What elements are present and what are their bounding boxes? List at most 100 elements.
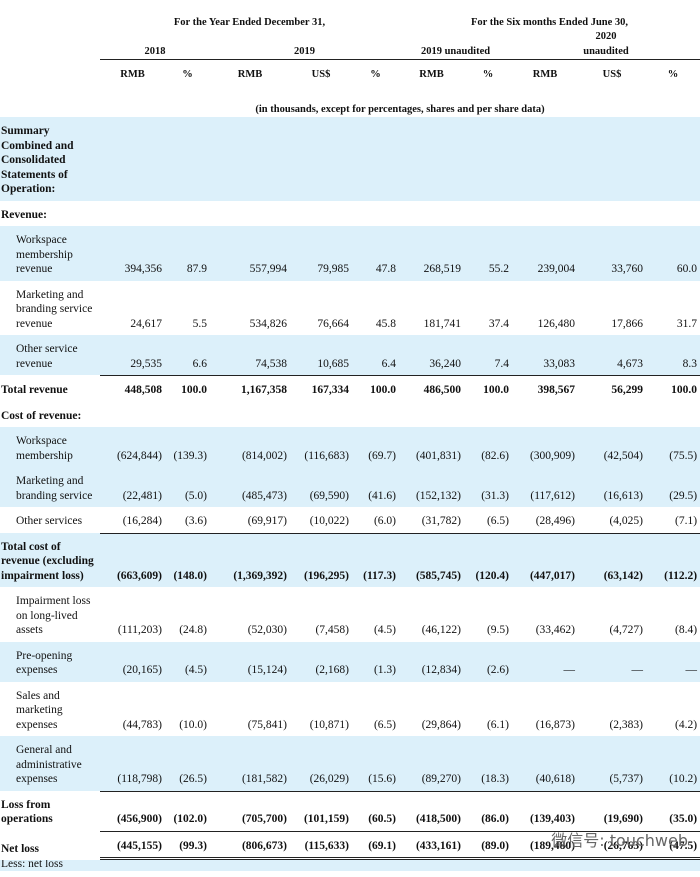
cell-value: (40,618) [512, 736, 579, 791]
cell-value: 76,664 [317, 317, 349, 330]
table-row: Workspace membership (624,844) (139.3) (814… [0, 427, 700, 467]
empty-cell [100, 860, 700, 871]
cell-value: (47.5) [646, 830, 700, 860]
cell-value: (52,030) [247, 624, 287, 636]
empty-cell [100, 201, 700, 227]
row-label: Net loss [1, 842, 40, 855]
cell-value: 79,985 [290, 226, 352, 281]
cell-value: (4.5) [373, 624, 397, 636]
cell-value: (86.0) [464, 790, 513, 831]
row-label: Impairment loss on long-lived assets [16, 595, 91, 636]
period-header: For the Six months Ended June 30, [471, 16, 629, 28]
row-label: Marketing and branding service [0, 467, 100, 507]
cell-value: (101,159) [290, 790, 352, 831]
cell-value: 398,567 [512, 375, 579, 402]
cell-value: (82.6) [464, 427, 513, 467]
unit-header: RMB [237, 68, 263, 80]
table-row: Sales and marketing expenses (44,783) (10.… [0, 682, 700, 737]
cell-value: 126,480 [537, 317, 576, 330]
cell-value: 45.8 [375, 317, 397, 330]
cell-value: (116,683) [290, 427, 352, 467]
cell-value: (18.3) [464, 736, 513, 791]
cell-value: 37.4 [488, 317, 510, 330]
table-row: Impairment loss on long-lived assets (111… [0, 587, 700, 642]
year-header: 2020 unaudited [512, 30, 700, 60]
cell-value: (2,383) [609, 718, 644, 731]
table-row: Marketing and branding service revenue 24… [0, 281, 700, 336]
cell-value: (35.0) [646, 790, 700, 831]
cell-value: 394,356 [100, 226, 165, 281]
cell-value: (42,504) [578, 427, 647, 467]
cell-value: (485,473) [210, 467, 290, 507]
cell-value: 100.0 [352, 375, 400, 402]
cell-value: (139,403) [512, 790, 579, 831]
cell-value: (31.3) [464, 467, 513, 507]
cell-value: (705,700) [210, 790, 290, 831]
row-label: Summary Combined and Consolidated Statem… [0, 117, 100, 201]
row-label: Workspace membership [0, 427, 100, 467]
table-row: Pre-opening expenses (20,165) (4.5) (15,124… [0, 641, 700, 682]
cell-value: (16,613) [578, 467, 647, 507]
cell-value: (16,873) [535, 718, 576, 731]
cell-value: (75,841) [247, 718, 287, 731]
cell-value: 36,240 [399, 335, 465, 375]
cell-value: 87.9 [165, 226, 210, 281]
cell-value: (5,737) [578, 736, 647, 791]
table-row: Other service revenue 29,535 6.6 74,538 10,6… [0, 335, 700, 375]
cell-value: (118,798) [100, 736, 165, 791]
cell-value: 4,673 [578, 335, 647, 375]
period-header: For the Year Ended December 31, [173, 16, 326, 28]
row-label: Workspace membership revenue [0, 226, 100, 281]
table-row: Other services (16,284) (3.6) (69,917) (10,0… [0, 507, 700, 533]
units-note: (in thousands, except for percentages, s… [255, 103, 545, 115]
cell-value: — [646, 641, 700, 682]
unit-header: RMB [120, 68, 145, 80]
row-label: Sales and marketing expenses [16, 689, 63, 731]
row-label: Total cost of revenue (excluding impairm… [0, 532, 100, 587]
cell-value: (152,132) [399, 467, 465, 507]
cell-value: 448,508 [100, 375, 165, 402]
cell-value: 6.4 [352, 335, 400, 375]
cell-value: 7.4 [464, 335, 513, 375]
table-row: Less: net loss [0, 860, 700, 871]
cell-value: (10.2) [646, 736, 700, 791]
cell-value: 5.5 [192, 317, 207, 330]
table-row: Cost of revenue: [0, 402, 700, 428]
row-label: Revenue: [1, 208, 47, 221]
cell-value: (8.4) [674, 624, 698, 636]
cell-value: (20,165) [100, 641, 165, 682]
cell-value: (10.0) [179, 718, 207, 731]
cell-value: (300,909) [512, 427, 579, 467]
cell-value: 29,535 [100, 335, 165, 375]
cell-value: 60.0 [646, 226, 700, 281]
cell-value: (6.5) [373, 718, 397, 731]
cell-value: 100.0 [464, 375, 513, 402]
cell-value: (1.3) [352, 641, 400, 682]
unit-header: US$ [602, 68, 622, 80]
unit-header: RMB [419, 68, 444, 80]
cell-value: (418,500) [399, 790, 465, 831]
cell-value: 181,741 [423, 317, 462, 330]
cell-value: (4,025) [609, 515, 644, 527]
cell-value: (33,462) [535, 624, 576, 636]
cell-value: (5.0) [165, 467, 210, 507]
cell-value: (111,203) [117, 624, 162, 636]
cell-value: (28,496) [535, 515, 576, 527]
cell-value: (10,871) [309, 718, 349, 731]
cell-value: (445,155) [100, 830, 165, 860]
table-row: Total revenue 448,508 100.0 1,167,358 167,33… [0, 375, 700, 402]
cell-value: 24,617 [130, 317, 162, 330]
row-label: Other service revenue [0, 335, 100, 375]
unit-header: RMB [532, 68, 558, 80]
cell-value: (12,834) [399, 641, 465, 682]
cell-value: 31.7 [676, 317, 698, 330]
cell-value: (75.5) [646, 427, 700, 467]
cell-value: (19,690) [578, 790, 647, 831]
cell-value: 534,826 [249, 317, 287, 330]
cell-value: — [512, 641, 579, 682]
table-row: Summary Combined and Consolidated Statem… [0, 117, 700, 201]
cell-value: 167,334 [290, 375, 352, 402]
cell-value: (44,783) [122, 718, 162, 731]
cell-value: (1,369,392) [210, 532, 290, 587]
